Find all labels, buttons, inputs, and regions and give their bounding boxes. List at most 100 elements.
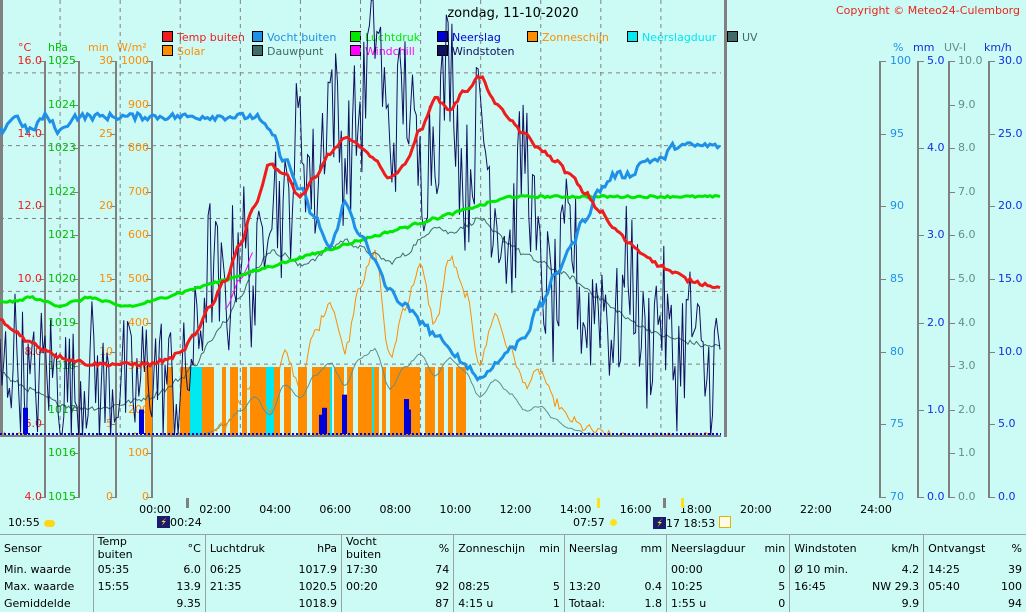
axis-tick-mark: [990, 61, 995, 62]
axis-tick-mark: [146, 497, 151, 498]
axis-tick-label: 1023: [48, 141, 76, 154]
axis-tick-mark: [73, 148, 78, 149]
axis-tick-label: 10.0: [958, 54, 983, 67]
table-group-unit: %: [1011, 541, 1022, 555]
x-axis-tick-label: 04:00: [259, 503, 291, 516]
axis-tick-mark: [950, 279, 955, 280]
table-cell-value: 1.8: [644, 597, 663, 610]
legend-label: Windchill: [365, 45, 415, 58]
table-cell-time: 10:25: [666, 578, 750, 595]
table-row-label: Gemiddelde: [4, 597, 71, 610]
legend-item-luchtdruk: Luchtdruk: [350, 31, 420, 44]
series-dauwpunt: [0, 217, 721, 411]
axis-tick-mark: [146, 148, 151, 149]
summary-table: Sensor Temp buiten °C Luchtdruk hPa Vocht bui…: [0, 534, 1026, 612]
axis-rule: [151, 61, 153, 498]
sunset-footnote: 17 18:53: [653, 516, 731, 530]
axis-tick-mark: [950, 192, 955, 193]
table-cell-time: 21:35: [204, 578, 279, 595]
table-cell-time: [923, 595, 990, 612]
table-cell-time: 00:00: [666, 561, 750, 578]
legend-item-solar: Solar: [162, 45, 205, 58]
table-group-name: Zonneschijn: [453, 535, 530, 561]
axis-tick-mark: [881, 424, 886, 425]
axis-tick-mark: [110, 206, 115, 207]
table-cell-value: 39: [1008, 563, 1022, 576]
axis-tick-mark: [73, 105, 78, 106]
table-cell-value: 9.35: [176, 597, 201, 610]
axis-tick-mark: [39, 424, 44, 425]
x-axis-tick-label: 14:00: [559, 503, 592, 516]
table-cell-value: 74: [435, 563, 450, 576]
axis-tick-label: 600: [128, 228, 149, 241]
axis-tick-mark: [73, 410, 78, 411]
legend-item-uv: UV: [727, 31, 758, 44]
axis-tick-label: 5: [106, 417, 113, 430]
legend-label: Luchtdruk: [365, 31, 421, 44]
axis-tick-mark: [950, 453, 955, 454]
table-group-unit: min: [764, 541, 786, 555]
axis-tick-label: 1.0: [927, 403, 945, 416]
legend-label: Dauwpunt: [267, 45, 324, 58]
table-cell-value: 94: [1008, 597, 1022, 610]
axis-tick-label: 0: [142, 490, 149, 503]
axis-tick-mark: [919, 497, 924, 498]
axis-tick-mark: [39, 61, 44, 62]
table-group-name: Ontvangst: [923, 535, 990, 561]
axis-tick-mark: [39, 352, 44, 353]
x-axis-tick-label: 06:00: [319, 503, 352, 516]
table-cell-time: 14:25: [923, 561, 990, 578]
table-cell-time: 4:15 u: [453, 595, 530, 612]
axis-tick-mark: [39, 497, 44, 498]
table-group-name: Windstoten: [789, 535, 867, 561]
axis-tick-label: 9.0: [958, 98, 976, 111]
legend-label: Neerslag: [452, 31, 501, 44]
axis-tick-label: 4.0: [927, 141, 945, 154]
axis-tick-label: 400: [128, 316, 149, 329]
axis-tick-mark: [73, 235, 78, 236]
table-cell-value: 0: [778, 563, 786, 576]
axis-tick-label: 0.0: [998, 490, 1016, 503]
axis-tick-label: 1025: [48, 54, 76, 67]
axis-tick-label: 1021: [48, 228, 76, 241]
axis-tick-label: 1019: [48, 316, 76, 329]
axis-tick-mark: [73, 453, 78, 454]
sun-icon: [608, 517, 619, 528]
axis-tick-label: 4.0: [24, 490, 43, 503]
axis-tick-label: 100: [128, 446, 149, 459]
axis-tick-label: 1015: [48, 490, 76, 503]
table-cell-time: 08:25: [453, 578, 530, 595]
axis-tick-mark: [146, 192, 151, 193]
axis-tick-mark: [919, 61, 924, 62]
legend-item-neerslag: Neerslag: [437, 31, 501, 44]
axis-rule: [917, 61, 919, 498]
axis-tick-label: 1020: [48, 272, 76, 285]
axis-tick-label: 100: [890, 54, 911, 67]
current-time-label: 10:55: [8, 516, 40, 529]
legend-swatch-icon: [527, 31, 538, 42]
axis-tick-label: 10.0: [998, 345, 1023, 358]
axis-tick-mark: [110, 134, 115, 135]
table-cell-value: 1017.9: [298, 563, 337, 576]
table-row: Gemiddelde 9.35 1018.9 87 4:15 u 1 Totaal: 1.8 1…: [0, 595, 1026, 612]
table-cell-value: NW 29.3: [872, 580, 920, 593]
table-row-label: Max. waarde: [4, 580, 75, 593]
axis-unit-: %: [893, 41, 904, 54]
x-axis-tick-label: 00:00: [139, 503, 171, 516]
table-cell-time: 1:55 u: [666, 595, 750, 612]
chart-legend: Temp buiten Solar Vocht buiten Dauwpunt Luch…: [162, 31, 862, 59]
legend-item-temp-buiten: Temp buiten: [162, 31, 245, 44]
axis-tick-label: 7.0: [958, 185, 976, 198]
table-cell-time: Totaal:: [563, 595, 628, 612]
axis-tick-label: 10.0: [17, 272, 43, 285]
axis-tick-label: 2.0: [927, 316, 945, 329]
series-temp-buiten: [0, 74, 721, 368]
axis-tick-mark: [950, 61, 955, 62]
axis-tick-label: 5.0: [927, 54, 945, 67]
table-row: Min. waarde 05:35 6.0 06:25 1017.9 17:30 74 00:…: [0, 561, 1026, 578]
axis-tick-label: 0: [106, 490, 113, 503]
axis-tick-mark: [950, 105, 955, 106]
axis-tick-mark: [919, 323, 924, 324]
moon-icon: [157, 516, 170, 528]
table-cell-time: 05:35: [92, 561, 161, 578]
